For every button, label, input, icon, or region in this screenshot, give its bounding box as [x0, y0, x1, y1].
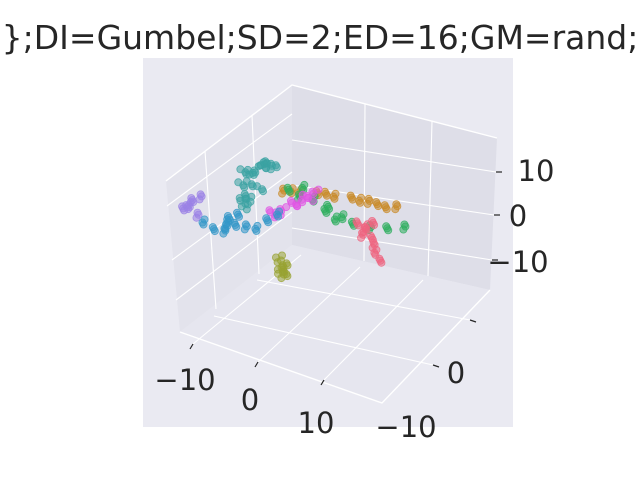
- x-tick-mark: [320, 379, 325, 386]
- chart-title: };DI=Gumbel;SD=2;ED=16;GM=rand;: [2, 18, 639, 57]
- scatter-point: [298, 198, 307, 207]
- grid-line: [213, 315, 434, 366]
- scatter-point: [273, 210, 282, 219]
- y-tick-label: −10: [375, 410, 436, 444]
- scatter-point: [357, 233, 366, 242]
- pane-edge: [165, 84, 498, 182]
- scatter-point: [352, 217, 361, 226]
- scatter-point: [320, 204, 329, 213]
- scatter-point: [298, 183, 307, 192]
- pane-back: [292, 85, 497, 290]
- z-tick-label: 0: [509, 199, 527, 233]
- scatter-point: [372, 198, 381, 207]
- y-tick-mark: [432, 364, 440, 368]
- scatter-point: [240, 190, 249, 199]
- scatter-point: [257, 185, 266, 194]
- scatter-point: [282, 203, 291, 212]
- scatter-point: [178, 202, 187, 211]
- scatter-point: [251, 224, 260, 233]
- scatter-point: [368, 216, 377, 225]
- scatter-point: [366, 231, 375, 240]
- scatter-point: [208, 223, 217, 232]
- scatter-point: [242, 205, 251, 214]
- z-tick-label: −10: [487, 245, 548, 279]
- scatter-point: [391, 205, 400, 214]
- scatter-point: [262, 214, 271, 223]
- y-tick-mark: [469, 319, 477, 323]
- scatter-point: [221, 225, 230, 234]
- scatter-point: [329, 192, 338, 201]
- grid-line: [166, 113, 293, 207]
- x-tick-label: 10: [298, 406, 335, 440]
- scatter-point: [380, 201, 389, 210]
- scatter-point: [223, 211, 232, 220]
- grid-line: [257, 266, 361, 363]
- scatter-point: [240, 225, 249, 234]
- scatter-point: [282, 259, 291, 268]
- scatter-point: [399, 225, 408, 234]
- scatter-point: [346, 191, 355, 200]
- z-tick-label: 10: [518, 154, 555, 188]
- pane-floor: [180, 245, 490, 403]
- scatter-point: [271, 161, 280, 170]
- scatter-point: [195, 195, 204, 204]
- x-tick-mark: [254, 361, 259, 368]
- scatter-point: [278, 189, 287, 198]
- scatter-point: [198, 218, 207, 227]
- pane-edge: [179, 289, 491, 404]
- scatter-point: [250, 166, 259, 175]
- scatter-point: [382, 222, 391, 231]
- scatter-point: [355, 196, 364, 205]
- scatter-point: [370, 248, 379, 257]
- scatter-point: [363, 199, 372, 208]
- pane-left: [166, 85, 292, 332]
- scatter-point: [192, 213, 201, 222]
- scatter-point: [375, 254, 384, 263]
- x-tick-label: −10: [154, 363, 215, 397]
- y-tick-label: 0: [447, 356, 465, 390]
- x-tick-label: 0: [241, 383, 259, 417]
- scatter-point: [239, 181, 248, 190]
- scatter-point: [314, 185, 323, 194]
- grid-line: [175, 211, 293, 301]
- scatter-point: [187, 194, 196, 203]
- grid-line: [291, 139, 497, 173]
- scatter-point: [330, 215, 339, 224]
- grid-line: [251, 114, 260, 275]
- grid-line: [256, 279, 471, 321]
- x-tick-mark: [189, 343, 194, 350]
- scatter-point: [282, 270, 291, 279]
- scatter-point: [308, 196, 317, 205]
- scatter-point: [232, 208, 241, 217]
- scatter-point: [302, 191, 311, 200]
- grid-line: [291, 227, 493, 261]
- scatter-point: [241, 168, 250, 177]
- grid-line: [323, 279, 424, 381]
- scatter-points: [178, 157, 410, 283]
- scatter-point: [283, 183, 292, 192]
